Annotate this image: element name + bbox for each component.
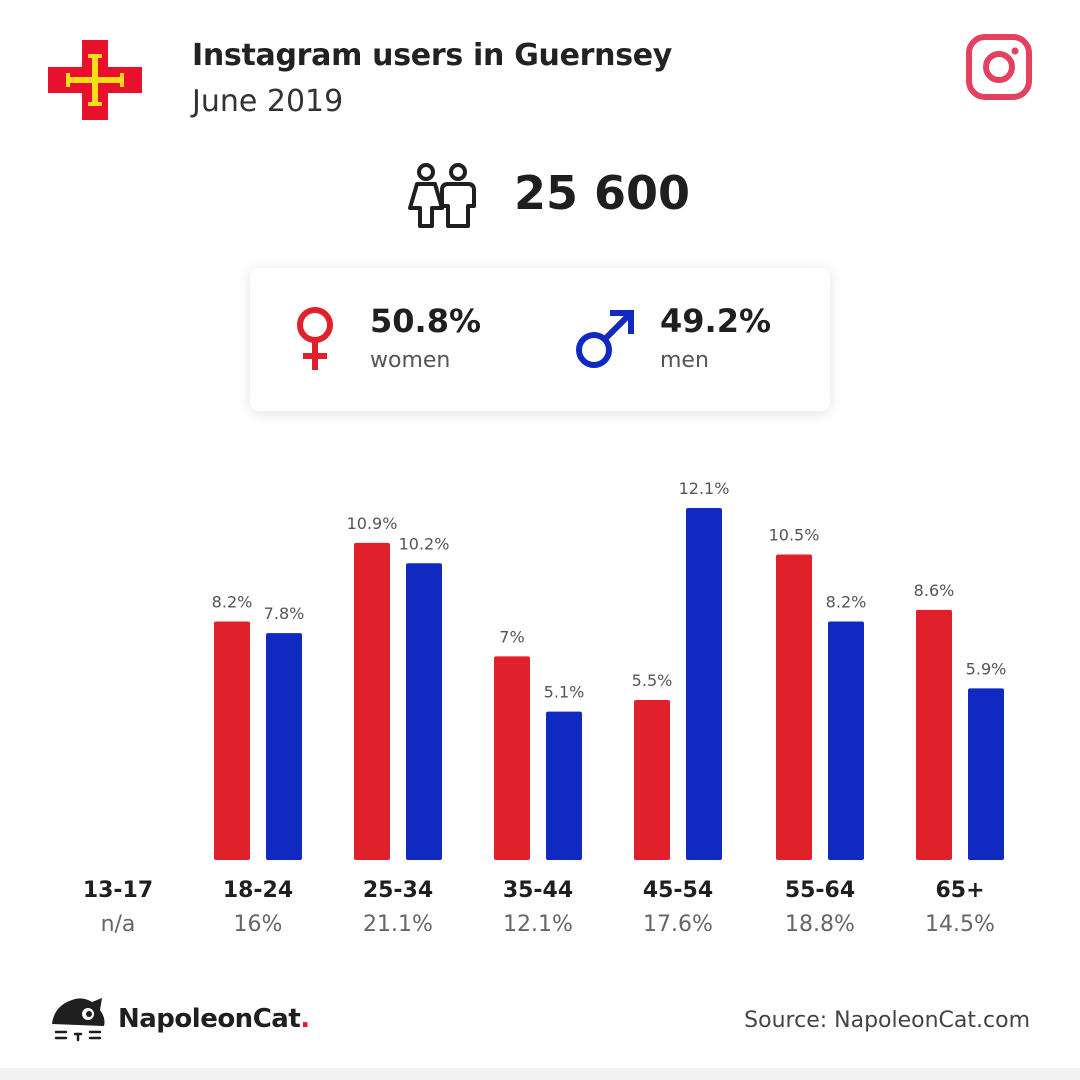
data-label-men-35-44: 5.1% <box>544 683 585 702</box>
brand-name: NapoleonCat. <box>118 1004 310 1034</box>
chart-svg: 8.2% 7.8% 10.9%10.2% 7% 5.1% 5.5% 12.1% 10.5% 8.… <box>212 479 1007 860</box>
male-icon <box>576 310 634 368</box>
data-label-men-18-24: 7.8% <box>264 604 305 623</box>
data-label-women-35-44: 7% <box>499 627 524 646</box>
category-share-25-34: 21.1% <box>363 912 433 937</box>
bar-group-25-34: 10.9%10.2% <box>347 514 450 860</box>
category-share-55-64: 18.8% <box>785 912 855 937</box>
tick-label-25-34: 25-34 <box>362 878 434 903</box>
data-label-men-65+: 5.9% <box>966 659 1007 678</box>
women-label: women <box>370 348 451 373</box>
category-share-18-24: 16% <box>233 912 283 937</box>
tick-label-55-64: 55-64 <box>784 878 856 903</box>
bar-group-45-54: 5.5% 12.1% <box>632 479 730 860</box>
data-label-women-18-24: 8.2% <box>212 592 253 611</box>
bar-women-65+ <box>916 609 952 860</box>
bar-group-65+: 8.6% 5.9% <box>914 581 1007 860</box>
women-percentage: 50.8% <box>370 302 482 340</box>
bottom-strip <box>0 1068 1080 1080</box>
bar-men-35-44 <box>546 711 582 860</box>
bar-men-65+ <box>968 688 1004 860</box>
data-label-men-45-54: 12.1% <box>679 479 730 498</box>
bar-men-25-34 <box>406 563 442 860</box>
tick-label-65+: 65+ <box>935 878 985 903</box>
bar-women-55-64 <box>776 554 812 860</box>
page-subtitle: June 2019 <box>192 84 344 119</box>
bar-men-18-24 <box>266 633 302 860</box>
tick-label-35-44: 35-44 <box>502 878 574 903</box>
female-icon <box>297 307 333 370</box>
data-label-men-25-34: 10.2% <box>399 534 450 553</box>
data-label-women-25-34: 10.9% <box>347 514 398 533</box>
total-users: 25 600 <box>514 166 691 220</box>
instagram-logo-icon <box>966 34 1032 100</box>
tick-label-45-54: 45-54 <box>642 878 714 903</box>
source-text: Source: NapoleonCat.com <box>744 1008 1030 1033</box>
bar-men-55-64 <box>828 621 864 860</box>
users-icon <box>408 163 476 228</box>
bar-women-35-44 <box>494 656 530 860</box>
men-label: men <box>660 348 709 373</box>
napoleoncat-logo-icon <box>52 998 105 1042</box>
category-share-35-44: 12.1% <box>503 912 573 937</box>
bar-group-35-44: 7% 5.1% <box>494 627 584 860</box>
bar-women-25-34 <box>354 542 390 860</box>
data-label-women-45-54: 5.5% <box>632 671 673 690</box>
brand-dot: . <box>300 1004 310 1034</box>
bar-women-45-54 <box>634 700 670 860</box>
brand-name-text: NapoleonCat <box>118 1004 301 1034</box>
men-percentage: 49.2% <box>660 302 772 340</box>
guernsey-flag <box>48 40 142 120</box>
gender-card: 50.8% women 49.2% men <box>250 268 830 411</box>
data-label-men-55-64: 8.2% <box>826 592 867 611</box>
category-share-45-54: 17.6% <box>643 912 713 937</box>
category-share-65+: 14.5% <box>925 912 995 937</box>
bar-women-18-24 <box>214 621 250 860</box>
data-label-women-65+: 8.6% <box>914 581 955 600</box>
bar-group-55-64: 10.5% 8.2% <box>769 526 867 860</box>
bar-group-18-24: 8.2% 7.8% <box>212 592 305 860</box>
page-title: Instagram users in Guernsey <box>192 38 673 73</box>
age-gender-chart: 8.2% 7.8% 10.9% 10.2% 7% 5.1% 5.5% 12.1% 10.5% 8.… <box>0 440 1080 870</box>
tick-label-18-24: 18-24 <box>222 878 294 903</box>
category-share-13-17: n/a <box>100 912 136 937</box>
bar-men-45-54 <box>686 508 722 860</box>
tick-label-13-17: 13-17 <box>82 878 154 903</box>
data-label-women-55-64: 10.5% <box>769 526 820 545</box>
